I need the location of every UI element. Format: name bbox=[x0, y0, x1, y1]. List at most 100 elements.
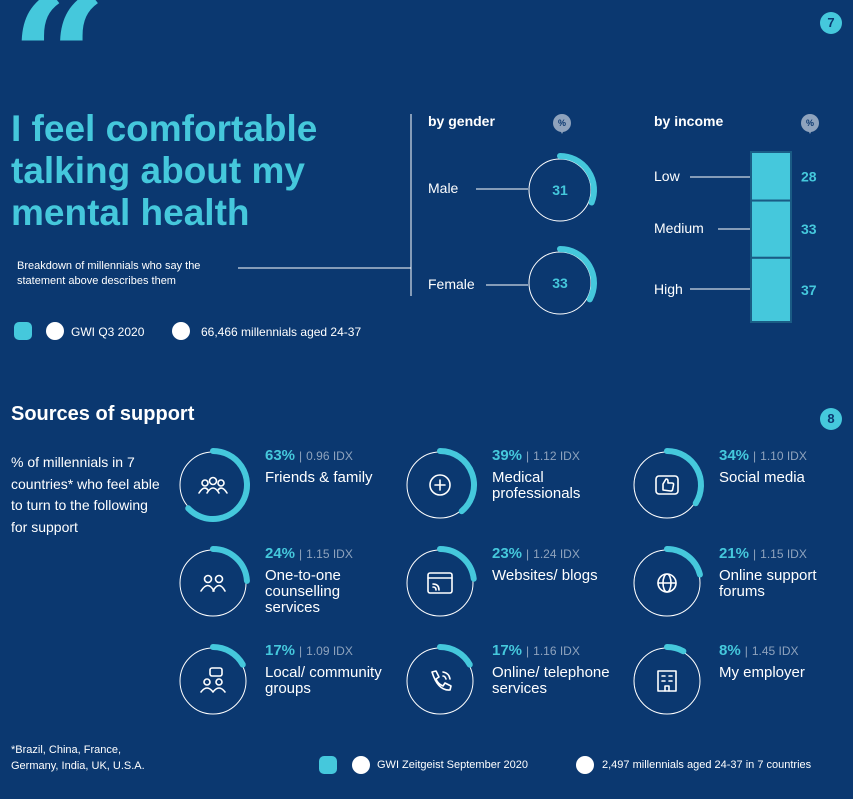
two-people-icon bbox=[200, 574, 226, 592]
support-item-name: My employer bbox=[719, 664, 805, 681]
support-item: 17% | 1.16 IDX Online/ telephone services bbox=[492, 642, 612, 697]
donut-arc bbox=[557, 246, 597, 303]
support-item-index: | 1.10 IDX bbox=[753, 449, 807, 463]
support-item-index: | 1.16 IDX bbox=[526, 644, 580, 658]
support-item: 34% | 1.10 IDX Social media bbox=[719, 447, 839, 486]
donut-arc bbox=[437, 448, 477, 515]
donut-arc bbox=[664, 644, 687, 655]
chat-people-icon bbox=[200, 667, 226, 693]
income-label-high: High bbox=[654, 281, 683, 297]
support-item-header: 21% | 1.15 IDX bbox=[719, 545, 839, 563]
donut-arc bbox=[185, 448, 251, 522]
gender-label-female: Female bbox=[428, 276, 475, 292]
footnote: *Brazil, China, France, Germany, India, … bbox=[11, 744, 145, 772]
support-item-percent: 17% bbox=[492, 642, 523, 659]
percent-icon: % bbox=[553, 114, 571, 134]
donut-arc bbox=[210, 546, 250, 584]
support-item-header: 24% | 1.15 IDX bbox=[265, 545, 385, 563]
support-item-percent: 24% bbox=[265, 545, 296, 562]
support-item-index: | 1.24 IDX bbox=[526, 547, 580, 561]
bottom-source-label: GWI Zeitgeist September 2020 bbox=[377, 759, 529, 771]
phone-icon bbox=[431, 670, 452, 691]
support-item-percent: 39% bbox=[492, 447, 523, 464]
support-item: 63% | 0.96 IDX Friends & family bbox=[265, 447, 385, 486]
support-item-name: Medical professionals bbox=[492, 469, 581, 502]
globe-icon bbox=[657, 573, 677, 593]
gender-label-male: Male bbox=[428, 180, 459, 196]
donut-arc bbox=[437, 644, 473, 668]
support-item-name: One-to-one counselling services bbox=[265, 567, 341, 616]
support-item-name: Online/ telephone services bbox=[492, 664, 610, 697]
top-source-label: GWI Q3 2020 bbox=[71, 325, 145, 339]
top-source-sample: 66,466 millennials aged 24-37 bbox=[201, 325, 362, 339]
support-item-index: | 0.96 IDX bbox=[299, 449, 353, 463]
section-title: Sources of support bbox=[11, 403, 195, 425]
bar-chart-icon bbox=[319, 756, 337, 774]
income-bar-segment bbox=[750, 199, 792, 259]
income-bar-segment bbox=[750, 151, 792, 202]
support-item: 8% | 1.45 IDX My employer bbox=[719, 642, 839, 681]
support-item-percent: 63% bbox=[265, 447, 296, 464]
page-number-badge: 7 bbox=[820, 12, 842, 34]
support-item-percent: 34% bbox=[719, 447, 750, 464]
people-icon bbox=[576, 756, 594, 774]
support-item-name: Social media bbox=[719, 469, 805, 486]
support-item: 21% | 1.15 IDX Online support forums bbox=[719, 545, 839, 600]
support-item-header: 23% | 1.24 IDX bbox=[492, 545, 612, 563]
support-item-header: 17% | 1.09 IDX bbox=[265, 642, 385, 660]
donut-value: 33 bbox=[552, 275, 568, 291]
donut-arc bbox=[437, 546, 477, 582]
support-item-percent: 21% bbox=[719, 545, 750, 562]
percent-icon: % bbox=[801, 114, 819, 134]
bottom-source-sample: 2,497 millennials aged 24-37 in 7 countr… bbox=[602, 759, 812, 771]
headline: I feel comfortable talking about my ment… bbox=[11, 108, 318, 233]
browser-feed-icon bbox=[427, 572, 453, 594]
support-item-header: 17% | 1.16 IDX bbox=[492, 642, 612, 660]
support-item-header: 8% | 1.45 IDX bbox=[719, 642, 839, 660]
by-gender-title: by gender bbox=[428, 113, 495, 129]
support-item-name: Online support forums bbox=[719, 567, 817, 600]
support-item-percent: 23% bbox=[492, 545, 523, 562]
income-bar-segment bbox=[750, 256, 792, 323]
subtitle: Breakdown of millennials who say the sta… bbox=[17, 260, 201, 287]
donut-arc bbox=[664, 448, 704, 507]
page-number-badge: 8 bbox=[820, 408, 842, 430]
income-value: 33 bbox=[801, 221, 817, 237]
support-item-header: 63% | 0.96 IDX bbox=[265, 447, 385, 465]
donut-value: 31 bbox=[552, 182, 568, 198]
support-item-name: Websites/ blogs bbox=[492, 567, 598, 584]
income-value: 28 bbox=[801, 168, 817, 184]
bar-chart-icon bbox=[14, 322, 32, 340]
gender-donuts: 31 33 bbox=[528, 153, 597, 315]
people-icon bbox=[172, 322, 190, 340]
donut-ring bbox=[633, 647, 701, 715]
connector-lines bbox=[238, 114, 750, 296]
medical-cross-icon bbox=[429, 474, 451, 496]
section-description: % of millennials in 7 countries* who fee… bbox=[11, 454, 160, 535]
support-item: 17% | 1.09 IDX Local/ community groups bbox=[265, 642, 385, 697]
support-item-header: 34% | 1.10 IDX bbox=[719, 447, 839, 465]
gwi-logo-icon bbox=[46, 322, 64, 340]
gwi-logo-icon bbox=[352, 756, 370, 774]
support-item-index: | 1.12 IDX bbox=[526, 449, 580, 463]
support-item-header: 39% | 1.12 IDX bbox=[492, 447, 612, 465]
building-icon bbox=[657, 670, 677, 692]
support-item-index: | 1.45 IDX bbox=[744, 644, 799, 658]
donut-arc bbox=[557, 153, 597, 206]
support-item-percent: 17% bbox=[265, 642, 296, 659]
thumbs-up-icon bbox=[655, 475, 679, 495]
people-group-icon bbox=[198, 476, 228, 494]
income-bar-chart: 28 33 37 bbox=[750, 151, 817, 323]
income-value: 37 bbox=[801, 282, 817, 298]
support-item: 24% | 1.15 IDX One-to-one counselling servi… bbox=[265, 545, 385, 616]
income-label-medium: Medium bbox=[654, 220, 704, 236]
support-item: 23% | 1.24 IDX Websites/ blogs bbox=[492, 545, 612, 584]
support-item: 39% | 1.12 IDX Medical professionals bbox=[492, 447, 612, 502]
donut-arc bbox=[664, 546, 703, 578]
income-label-low: Low bbox=[654, 168, 680, 184]
support-item-name: Local/ community groups bbox=[265, 664, 382, 697]
support-item-index: | 1.09 IDX bbox=[299, 644, 353, 658]
by-income-title: by income bbox=[654, 113, 724, 129]
support-item-percent: 8% bbox=[719, 642, 741, 659]
